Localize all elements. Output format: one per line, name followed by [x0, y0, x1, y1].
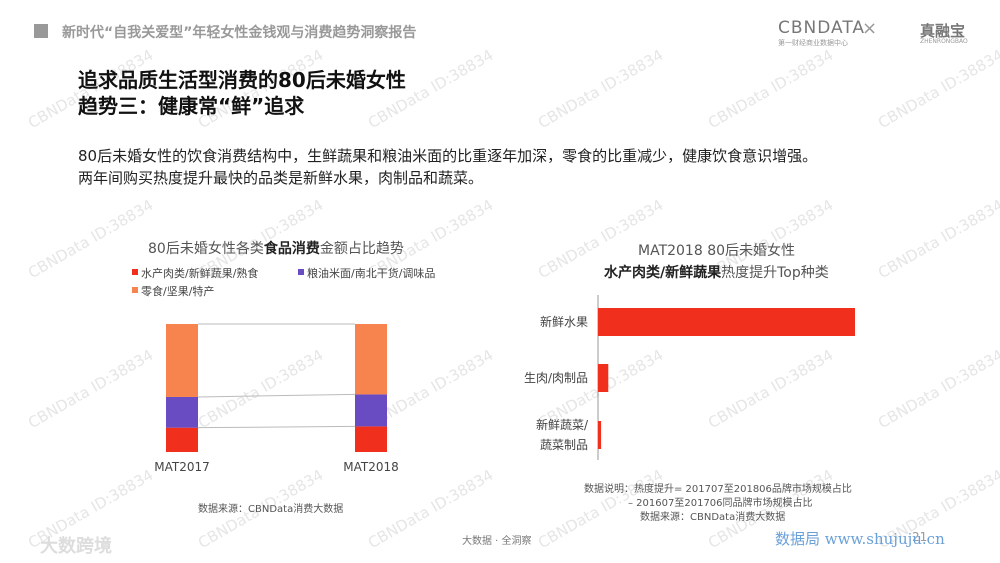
- bar-segment: [355, 394, 387, 427]
- bar-segment: [355, 426, 387, 452]
- legend-swatch: [298, 269, 304, 275]
- legend-swatch: [132, 287, 138, 293]
- bar-segment: [166, 396, 198, 428]
- chart-subtitle: 水产肉类/新鲜蔬果热度提升Top种类: [604, 262, 829, 282]
- bar-segment: [166, 427, 198, 452]
- bar-segment: [355, 324, 387, 395]
- chart-title: MAT2018 80后未婚女性: [638, 243, 796, 259]
- note: 数据来源：CBNData消费大数据: [640, 512, 786, 523]
- logo-sub: 第一财经商业数据中心: [778, 39, 848, 47]
- x-tick-label: MAT2018: [343, 460, 399, 474]
- subtitle-part: 热度提升Top种类: [721, 265, 829, 281]
- logo-sep: ×: [862, 18, 878, 39]
- x-tick-label: MAT2017: [154, 460, 210, 474]
- note: 数据来源：CBNData消费大数据: [198, 504, 344, 515]
- legend-swatch: [132, 269, 138, 275]
- note: 数据说明：热度提升= 201707至201806品牌市场规模占比: [584, 484, 852, 495]
- title-part: 食品消费: [263, 241, 320, 257]
- bar-segment: [166, 324, 198, 397]
- title-part: 金额占比趋势: [319, 241, 404, 257]
- paragraph: 80后未婚女性的饮食消费结构中，生鲜蔬果和粮油米面的比重逐年加深，零食的比重减少…: [78, 147, 818, 165]
- header-square: [34, 24, 48, 38]
- legend-label: 零食/坚果/特产: [141, 285, 215, 298]
- legend-label: 粮油米面/南北干货/调味品: [307, 267, 436, 280]
- subtitle-part: 水产肉类/新鲜蔬果: [604, 265, 722, 281]
- heading: 追求品质生活型消费的80后未婚女性: [78, 68, 406, 92]
- footer-center: 大数据 · 全洞察: [462, 536, 532, 547]
- page-number: 21: [912, 530, 928, 544]
- chart-title: 80后未婚女性各类食品消费金额占比趋势: [148, 238, 404, 258]
- heading: 趋势三：健康常“鲜”追求: [78, 94, 305, 118]
- bar: [598, 308, 855, 336]
- y-tick-label: 新鲜蔬菜/ 蔬菜制品: [535, 418, 588, 452]
- watermark-site: 数据局 www.shujuju.cn: [775, 530, 945, 548]
- connector: [197, 393, 356, 398]
- logo: 真融宝: [920, 22, 966, 40]
- paragraph: 两年间购买热度提升最快的品类是新鲜水果，肉制品和蔬菜。: [78, 169, 484, 187]
- logo-sub: ZHENRONGBAO: [920, 38, 968, 45]
- connector: [197, 425, 356, 429]
- watermark-corner: 大数跨境: [40, 536, 112, 557]
- bar: [598, 421, 602, 449]
- note: – 201607至201706同品牌市场规模占比: [628, 498, 813, 509]
- bar: [598, 364, 609, 392]
- logo: CBNDATA: [778, 18, 866, 38]
- legend-label: 水产肉类/新鲜蔬果/熟食: [141, 267, 259, 280]
- y-tick-label: 新鲜水果: [539, 315, 588, 329]
- y-tick-label: 生肉/肉制品: [523, 371, 588, 385]
- title-part: 80后未婚女性各类: [148, 241, 264, 257]
- report-title: 新时代“自我关爱型”年轻女性金钱观与消费趋势洞察报告: [62, 25, 417, 41]
